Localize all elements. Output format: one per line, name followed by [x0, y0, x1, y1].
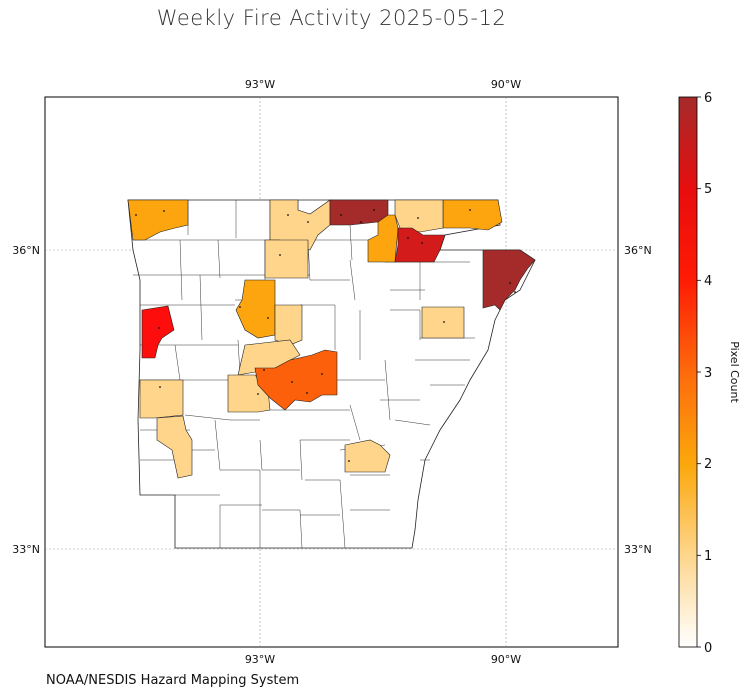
county-searcy [264, 239, 309, 279]
colorbar [678, 96, 698, 648]
gridlines [45, 97, 618, 647]
county-fulton [442, 199, 503, 231]
left-tick-33n: 33°N [12, 543, 40, 556]
colorbar-tick-5: 5 [704, 182, 712, 197]
colorbar-tick-0: 0 [704, 641, 712, 656]
county-cross [421, 306, 465, 339]
colorbar-tick-3: 3 [704, 366, 712, 381]
colorbar-tick-1: 1 [704, 549, 712, 564]
county-layer [127, 199, 536, 549]
top-tick-93w: 93°W [245, 78, 275, 91]
right-tick-33n: 33°N [624, 543, 652, 556]
top-tick-90w: 90°W [491, 78, 521, 91]
county-independence [394, 199, 444, 233]
county-sharp [367, 214, 399, 263]
colorbar-ticks [697, 96, 701, 648]
colorbar-tick-6: 6 [704, 91, 712, 106]
colorbar-tick-4: 4 [704, 274, 712, 289]
bottom-tick-90w: 90°W [491, 653, 521, 666]
county-baxter [329, 199, 389, 226]
county-polk [139, 379, 184, 419]
map-title: Weekly Fire Activity 2025-05-12 [156, 6, 507, 30]
county-lawrence [394, 227, 446, 263]
county-pope [235, 279, 276, 339]
source-credit: NOAA/NESDIS Hazard Mapping System [46, 673, 300, 688]
county-van-buren [274, 304, 303, 346]
county-mississippi [482, 249, 536, 311]
county-howard [156, 415, 193, 479]
county-lincoln [344, 439, 391, 473]
left-tick-36n: 36°N [12, 244, 40, 257]
colorbar-label: Pixel Count [728, 341, 741, 403]
county-benton [127, 199, 189, 241]
bottom-tick-93w: 93°W [245, 653, 275, 666]
fire-detections [135, 209, 516, 462]
county-crawford [141, 305, 175, 359]
county-saline-faulkner [254, 349, 338, 411]
right-tick-36n: 36°N [624, 244, 652, 257]
colorbar-tick-2: 2 [704, 457, 712, 472]
